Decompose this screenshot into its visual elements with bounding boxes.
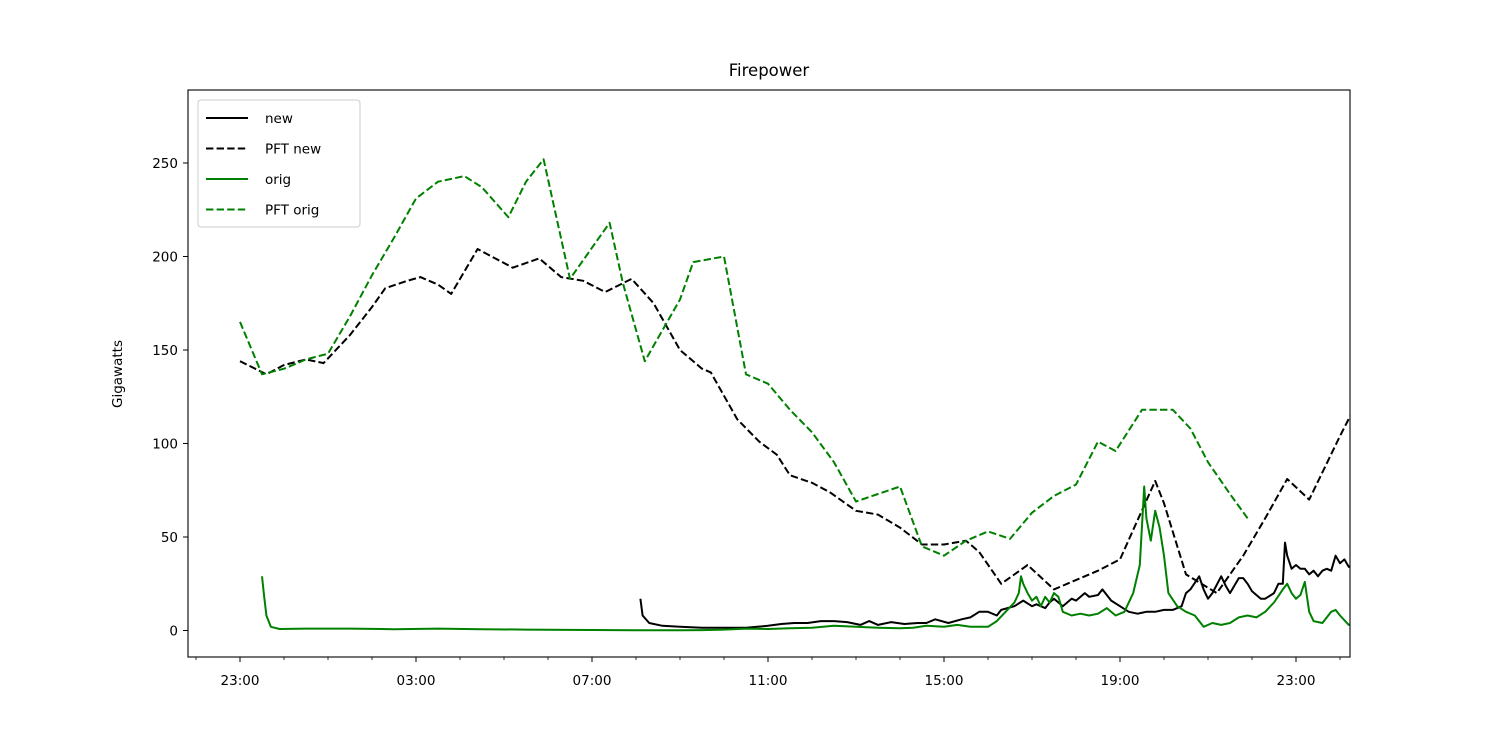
- legend: new PFT new orig PFT orig: [197, 99, 361, 228]
- legend-box: [197, 99, 361, 228]
- plot-frame: [187, 89, 1351, 658]
- series-group: [239, 158, 1350, 632]
- legend-label: orig: [265, 172, 291, 188]
- y-tick-label: 200: [152, 250, 178, 266]
- y-tick-label: 150: [152, 343, 178, 359]
- plot-area: 23:00 03:00 07:00 11:00 15:00 19:00 23:00 0 50 10…: [152, 89, 1351, 689]
- y-tick-label: 250: [152, 156, 178, 172]
- x-tick-label: 15:00: [925, 673, 964, 689]
- x-tick-label: 23:00: [221, 673, 260, 689]
- y-axis-label: Gigawatts: [110, 340, 126, 408]
- y-tick-label: 100: [152, 437, 178, 453]
- legend-label: PFT orig: [265, 203, 319, 219]
- series-line-orig: [261, 485, 1350, 632]
- x-tick-label: 11:00: [749, 673, 788, 689]
- series-line-pft-orig: [239, 158, 1249, 557]
- chart-title: Firepower: [729, 61, 810, 80]
- legend-label: PFT new: [265, 142, 321, 158]
- x-tick-label: 19:00: [1101, 673, 1140, 689]
- series-line-new: [639, 541, 1350, 629]
- x-tick-label: 03:00: [397, 673, 436, 689]
- y-tick-label: 50: [161, 530, 178, 546]
- x-tick-label: 23:00: [1277, 673, 1316, 689]
- y-tick-label: 0: [169, 624, 178, 640]
- series-line-pft-new: [239, 248, 1350, 595]
- x-tick-label: 07:00: [573, 673, 612, 689]
- legend-label: new: [265, 111, 293, 127]
